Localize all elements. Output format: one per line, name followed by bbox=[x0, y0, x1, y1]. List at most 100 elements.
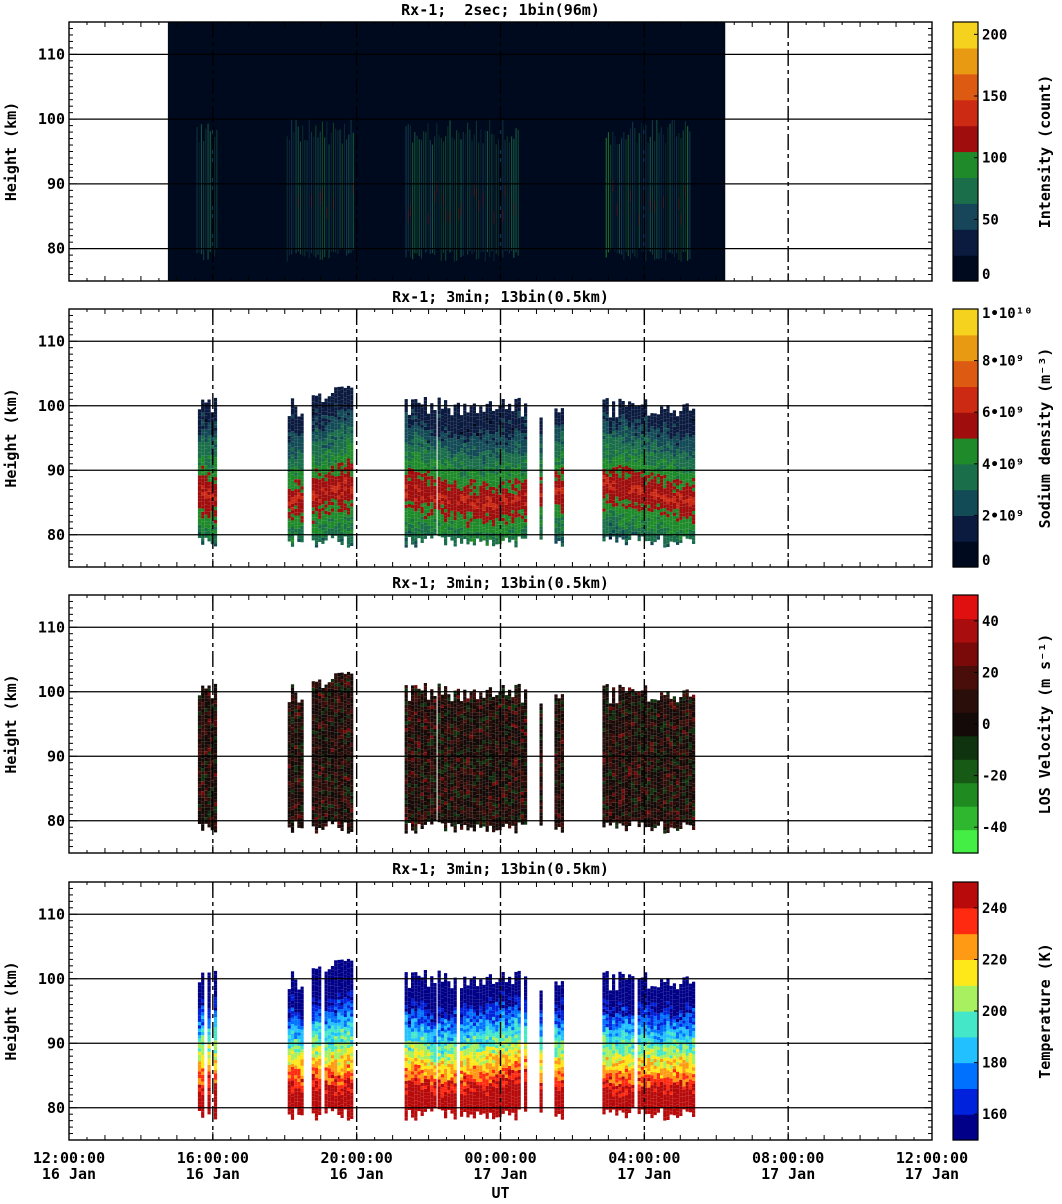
intensity-peak bbox=[298, 195, 299, 207]
data-cell bbox=[201, 528, 204, 531]
data-cell bbox=[433, 473, 436, 476]
data-cell bbox=[679, 431, 682, 434]
data-cell bbox=[341, 413, 344, 416]
data-cell bbox=[297, 420, 300, 423]
data-cell bbox=[618, 514, 621, 517]
data-cell bbox=[479, 449, 482, 452]
intensity-streak bbox=[639, 133, 640, 249]
data-cell bbox=[331, 429, 334, 432]
data-cell bbox=[414, 518, 417, 521]
data-cell bbox=[414, 432, 417, 435]
data-cell bbox=[208, 442, 211, 445]
data-cell bbox=[433, 456, 436, 459]
data-cell bbox=[625, 535, 628, 538]
data-cell bbox=[492, 431, 495, 434]
data-cell bbox=[301, 427, 304, 430]
data-cell bbox=[641, 523, 644, 526]
data-cell bbox=[692, 495, 695, 498]
data-cell bbox=[341, 406, 344, 409]
data-cell bbox=[612, 418, 615, 421]
data-cell bbox=[301, 493, 304, 496]
data-cell bbox=[663, 439, 666, 442]
data-cell bbox=[686, 450, 689, 453]
data-cell bbox=[312, 422, 315, 425]
data-cell bbox=[631, 410, 634, 413]
data-cell bbox=[312, 435, 315, 438]
data-cell bbox=[214, 540, 217, 543]
intensity-peak bbox=[450, 211, 451, 223]
intensity-streak bbox=[408, 124, 409, 251]
data-cell bbox=[492, 460, 495, 463]
data-cell bbox=[489, 474, 492, 477]
data-cell bbox=[325, 409, 328, 412]
y-tick-label: 100 bbox=[38, 397, 65, 415]
data-cell bbox=[444, 539, 447, 542]
data-cell bbox=[476, 423, 479, 426]
data-cell bbox=[492, 523, 495, 526]
data-cell bbox=[344, 437, 347, 440]
data-cell bbox=[297, 736, 300, 739]
data-cell bbox=[331, 505, 334, 508]
data-cell bbox=[204, 482, 207, 485]
data-cell bbox=[325, 458, 328, 461]
data-cell bbox=[454, 537, 457, 540]
data-cell bbox=[341, 466, 344, 469]
data-cell bbox=[318, 423, 321, 426]
data-cell bbox=[511, 447, 514, 450]
data-cell bbox=[438, 408, 441, 411]
data-cell bbox=[663, 459, 666, 462]
intensity-peak bbox=[612, 179, 613, 191]
data-cell bbox=[204, 702, 207, 705]
data-cell bbox=[301, 759, 304, 762]
data-cell bbox=[460, 471, 463, 474]
data-cell bbox=[654, 446, 657, 449]
data-cell bbox=[606, 454, 609, 457]
data-cell bbox=[457, 508, 460, 511]
data-cell bbox=[482, 511, 485, 514]
data-cell bbox=[414, 455, 417, 458]
data-cell bbox=[341, 410, 344, 413]
data-cell bbox=[457, 485, 460, 488]
data-cell bbox=[561, 444, 564, 447]
data-cell bbox=[291, 734, 294, 737]
data-cell bbox=[297, 443, 300, 446]
data-cell bbox=[204, 771, 207, 774]
data-cell bbox=[208, 475, 211, 478]
data-cell bbox=[641, 484, 644, 487]
data-cell bbox=[312, 395, 315, 398]
data-cell bbox=[414, 475, 417, 478]
data-cell bbox=[350, 510, 353, 513]
data-cell bbox=[447, 527, 450, 530]
data-cell bbox=[294, 712, 297, 715]
data-cell bbox=[492, 421, 495, 424]
data-cell bbox=[450, 537, 453, 540]
data-cell bbox=[479, 522, 482, 525]
data-cell bbox=[670, 416, 673, 419]
data-cell bbox=[337, 413, 340, 416]
data-cell bbox=[470, 512, 473, 515]
data-cell bbox=[682, 461, 685, 464]
data-cell bbox=[347, 541, 350, 544]
data-cell bbox=[427, 476, 430, 479]
data-cell bbox=[482, 415, 485, 418]
data-cell bbox=[204, 455, 207, 458]
data-cell bbox=[294, 456, 297, 459]
data-cell bbox=[618, 528, 621, 531]
data-cell bbox=[454, 415, 457, 418]
data-cell bbox=[508, 463, 511, 466]
data-cell bbox=[291, 445, 294, 448]
data-cell bbox=[341, 456, 344, 459]
data-cell bbox=[204, 409, 207, 412]
data-cell bbox=[214, 444, 217, 447]
data-cell bbox=[670, 420, 673, 423]
data-cell bbox=[670, 522, 673, 525]
data-cell bbox=[208, 811, 211, 814]
data-cell bbox=[337, 522, 340, 525]
data-cell bbox=[476, 529, 479, 532]
data-cell bbox=[502, 472, 505, 475]
data-cell bbox=[666, 435, 669, 438]
data-cell bbox=[505, 472, 508, 475]
intensity-streak bbox=[502, 120, 503, 258]
data-cell bbox=[505, 429, 508, 432]
data-cell bbox=[650, 515, 653, 518]
